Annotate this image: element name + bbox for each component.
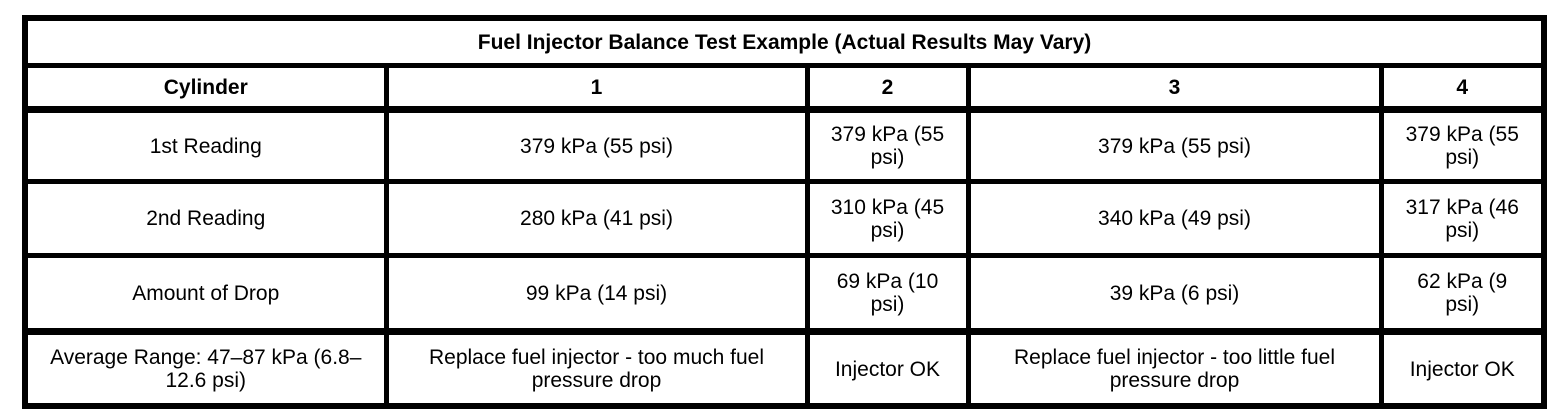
table-cell: Replace fuel injector - too little fuel … <box>965 328 1384 409</box>
table-cell: Injector OK <box>1378 328 1547 409</box>
column-header-4: 4 <box>1378 63 1547 113</box>
row-label: 2nd Reading <box>22 179 389 258</box>
table-row: 2nd Reading 280 kPa (41 psi) 310 kPa (45… <box>22 179 1547 258</box>
table-cell: 317 kPa (46 psi) <box>1378 179 1547 258</box>
column-header-2: 2 <box>804 63 971 113</box>
table-title: Fuel Injector Balance Test Example (Actu… <box>22 15 1547 68</box>
table-cell: 310 kPa (45 psi) <box>804 179 971 258</box>
column-header-cylinder: Cylinder <box>22 63 389 113</box>
table-row: Average Range: 47–87 kPa (6.8–12.6 psi) … <box>22 328 1547 409</box>
row-label: Amount of Drop <box>22 253 389 334</box>
table-cell: 99 kPa (14 psi) <box>383 253 810 334</box>
table-cell: Replace fuel injector - too much fuel pr… <box>383 328 810 409</box>
fuel-injector-balance-table: Fuel Injector Balance Test Example (Actu… <box>22 15 1547 409</box>
table-cell: 62 kPa (9 psi) <box>1378 253 1547 334</box>
table-cell: 340 kPa (49 psi) <box>965 179 1384 258</box>
table-cell: 379 kPa (55 psi) <box>1378 107 1547 184</box>
table-title-row: Fuel Injector Balance Test Example (Actu… <box>22 15 1547 68</box>
table-cell: 69 kPa (10 psi) <box>804 253 971 334</box>
column-header-3: 3 <box>965 63 1384 113</box>
table-cell: 280 kPa (41 psi) <box>383 179 810 258</box>
row-label: 1st Reading <box>22 107 389 184</box>
row-label: Average Range: 47–87 kPa (6.8–12.6 psi) <box>22 328 389 409</box>
table-row: 1st Reading 379 kPa (55 psi) 379 kPa (55… <box>22 107 1547 184</box>
table-cell: 379 kPa (55 psi) <box>804 107 971 184</box>
column-header-1: 1 <box>383 63 810 113</box>
table-cell: Injector OK <box>804 328 971 409</box>
table-row: Amount of Drop 99 kPa (14 psi) 69 kPa (1… <box>22 253 1547 334</box>
table-cell: 379 kPa (55 psi) <box>965 107 1384 184</box>
table-cell: 379 kPa (55 psi) <box>383 107 810 184</box>
table-cell: 39 kPa (6 psi) <box>965 253 1384 334</box>
table-header-row: Cylinder 1 2 3 4 <box>22 63 1547 113</box>
